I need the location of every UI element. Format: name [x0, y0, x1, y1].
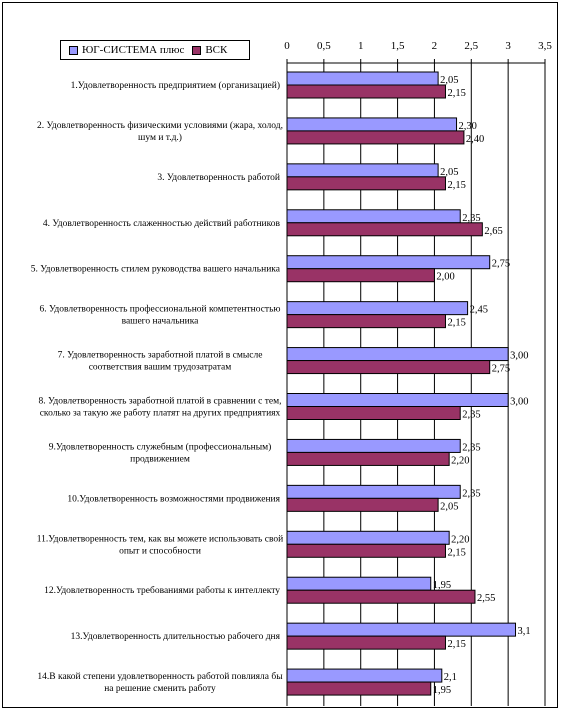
- legend-swatch-series-2: [192, 45, 202, 55]
- data-label: 2,35: [462, 213, 480, 224]
- bar-yug-sistema: [286, 622, 517, 637]
- bar-vsk: [286, 406, 461, 420]
- data-label: 2,15: [447, 180, 465, 191]
- bar-yug-sistema: [286, 209, 461, 224]
- data-label: 2,15: [447, 88, 465, 99]
- category-label: 8. Удовлетворенность заработной платой в…: [39, 396, 282, 407]
- bar-vsk: [286, 130, 465, 145]
- bar-vsk: [286, 360, 491, 375]
- bar-vsk: [286, 589, 476, 604]
- data-label: 2,00: [436, 272, 454, 283]
- data-label: 2,05: [440, 167, 458, 178]
- plot-area: [287, 63, 545, 706]
- bar-yug-sistema: [286, 71, 439, 86]
- category-label: 5. Удовлетворенность стилем руководства …: [31, 265, 281, 275]
- bar-yug-sistema: [286, 255, 491, 270]
- legend-item-series-2: ВСК: [192, 44, 227, 56]
- x-tick-label: 3,5: [538, 40, 552, 52]
- data-label: 2,15: [447, 318, 465, 329]
- x-tick-label: 2: [432, 40, 438, 52]
- x-tick-label: 2,5: [464, 40, 478, 52]
- legend-swatch-series-1: [69, 45, 78, 55]
- bar-vsk: [286, 543, 446, 558]
- category-label: 3. Удовлетворенность работой: [157, 172, 280, 183]
- bar-yug-sistema: [286, 347, 509, 362]
- category-label: сколько за такую же работу платят на дру…: [40, 408, 281, 419]
- data-label: 2,20: [451, 534, 469, 545]
- data-label: 2,05: [440, 75, 458, 86]
- data-label: 2,65: [484, 226, 502, 237]
- data-label: 2,35: [462, 410, 480, 421]
- x-tick-label: 0: [284, 40, 290, 52]
- bar-yug-sistema: [286, 484, 461, 499]
- data-label: 3,1: [518, 626, 531, 637]
- category-label: 2. Удовлетворенность физическими условия…: [37, 120, 283, 131]
- bar-vsk: [286, 268, 435, 283]
- legend-item-series-1: ЮГ-СИСТЕМА плюс: [69, 44, 184, 56]
- data-label: 2,15: [447, 547, 465, 558]
- category-label: вашего начальника: [122, 317, 200, 327]
- category-label: на решение сменить работу: [104, 683, 216, 694]
- bar-yug-sistema: [286, 530, 450, 545]
- data-label: 2,75: [492, 259, 510, 270]
- data-label: 1,95: [433, 685, 451, 696]
- x-tick-label: 1: [358, 40, 364, 52]
- data-label: 2,1: [444, 672, 457, 683]
- bar-vsk: [286, 222, 483, 237]
- data-label: 2,35: [462, 488, 480, 499]
- bar-yug-sistema: [286, 117, 458, 132]
- bar-vsk: [286, 314, 446, 329]
- data-label: 2,40: [466, 134, 484, 145]
- data-label: 1,95: [433, 580, 451, 591]
- category-label: 4. Удовлетворенность слаженностью действ…: [43, 218, 281, 229]
- bar-yug-sistema: [286, 438, 461, 453]
- category-label: 1.Удовлетворенность предприятием (органи…: [71, 80, 280, 91]
- category-label: 12.Удовлетворенность требованиями работы…: [44, 585, 280, 596]
- data-label: 2,75: [492, 364, 510, 375]
- category-label: продвижением: [130, 454, 190, 464]
- bar-vsk: [286, 681, 432, 696]
- x-tick-label: 1,5: [391, 40, 405, 52]
- bar-yug-sistema: [286, 576, 432, 591]
- legend-label-series-2: ВСК: [205, 44, 228, 56]
- category-label: шум и т.д.): [138, 132, 182, 143]
- category-label: опыт и способности: [119, 545, 201, 556]
- data-label: 2,20: [451, 455, 469, 466]
- bar-yug-sistema: [286, 301, 469, 316]
- bar-vsk: [286, 84, 446, 99]
- data-label: 3,00: [510, 351, 528, 362]
- bar-yug-sistema: [286, 393, 509, 407]
- category-label: 6. Удовлетворенность профессиональной ко…: [39, 304, 280, 315]
- x-tick-label: 3: [505, 40, 511, 52]
- category-label: 11.Удовлетворенность тем, как вы можете …: [37, 533, 284, 544]
- bar-vsk: [286, 176, 446, 191]
- data-label: 2,05: [440, 501, 458, 512]
- bar-vsk: [286, 497, 439, 512]
- data-label: 2,15: [447, 639, 465, 650]
- category-label: 9.Удовлетворенность служебным (профессио…: [49, 441, 272, 452]
- category-label: 7. Удовлетворенность заработной платой в…: [58, 350, 263, 361]
- legend: ЮГ-СИСТЕМА плюс ВСК: [60, 40, 250, 60]
- bar-yug-sistema: [286, 668, 443, 683]
- legend-label-series-1: ЮГ-СИСТЕМА плюс: [82, 44, 185, 56]
- category-label: соответствия вашим трудозатратам: [89, 363, 232, 373]
- category-label: 13.Удовлетворенность длительностью рабоч…: [71, 631, 281, 642]
- bar-vsk: [286, 635, 446, 650]
- category-label: 10.Удовлетворенность возможностями продв…: [67, 494, 280, 504]
- data-label: 2,35: [462, 442, 480, 453]
- category-label: 14.В какой степени удовлетворенность раб…: [37, 671, 283, 682]
- bar-yug-sistema: [286, 163, 439, 178]
- bar-vsk: [286, 451, 450, 466]
- data-label: 2,30: [459, 121, 477, 132]
- x-tick-label: 0,5: [317, 40, 331, 52]
- data-label: 2,45: [470, 305, 488, 316]
- data-label: 2,55: [477, 593, 495, 604]
- data-label: 3,00: [510, 397, 528, 408]
